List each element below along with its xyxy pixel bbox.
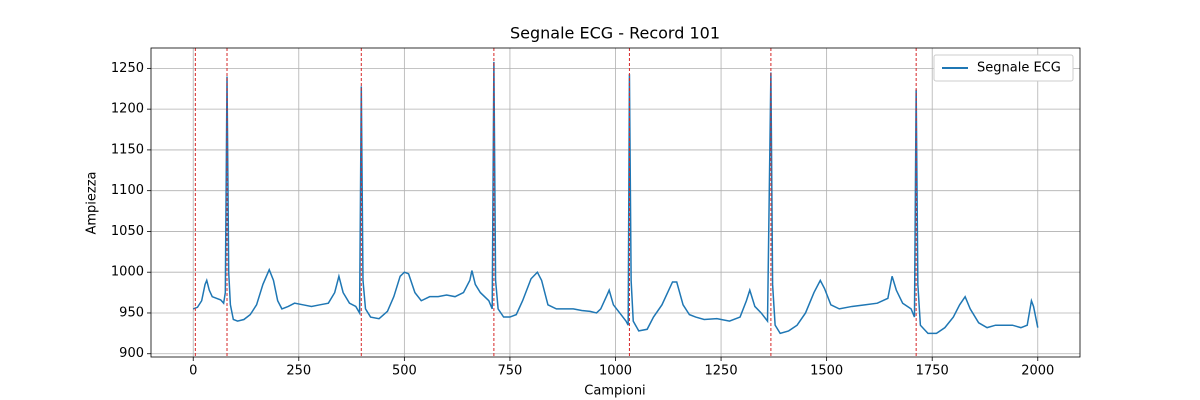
plot-frame bbox=[150, 47, 1081, 358]
chart-title: Segnale ECG - Record 101 bbox=[510, 24, 720, 43]
x-axis-label: Campioni bbox=[584, 384, 645, 399]
y-tick-label: 950 bbox=[119, 305, 144, 320]
x-tick-label: 1750 bbox=[916, 364, 949, 379]
y-tick-label: 1150 bbox=[111, 142, 144, 157]
y-tick-label: 1200 bbox=[111, 102, 144, 117]
x-tick-label: 250 bbox=[286, 364, 311, 379]
y-tick-label: 1100 bbox=[111, 183, 144, 198]
y-tick-label: 1250 bbox=[111, 61, 144, 76]
x-tick-label: 1000 bbox=[599, 364, 632, 379]
x-tick-label: 500 bbox=[392, 364, 417, 379]
x-tick-label: 0 bbox=[189, 364, 197, 379]
legend-box bbox=[933, 54, 1074, 82]
x-tick-label: 750 bbox=[498, 364, 523, 379]
y-tick-label: 1000 bbox=[111, 265, 144, 280]
x-tick-label: 1500 bbox=[810, 364, 843, 379]
x-tick-label: 1250 bbox=[705, 364, 738, 379]
x-tick-label: 2000 bbox=[1021, 364, 1054, 379]
legend-label: Segnale ECG bbox=[977, 61, 1061, 76]
y-axis-label: Ampiezza bbox=[85, 171, 100, 234]
y-tick-label: 900 bbox=[119, 346, 144, 361]
ecg-line bbox=[192, 61, 1039, 335]
y-tick-label: 1050 bbox=[111, 224, 144, 239]
